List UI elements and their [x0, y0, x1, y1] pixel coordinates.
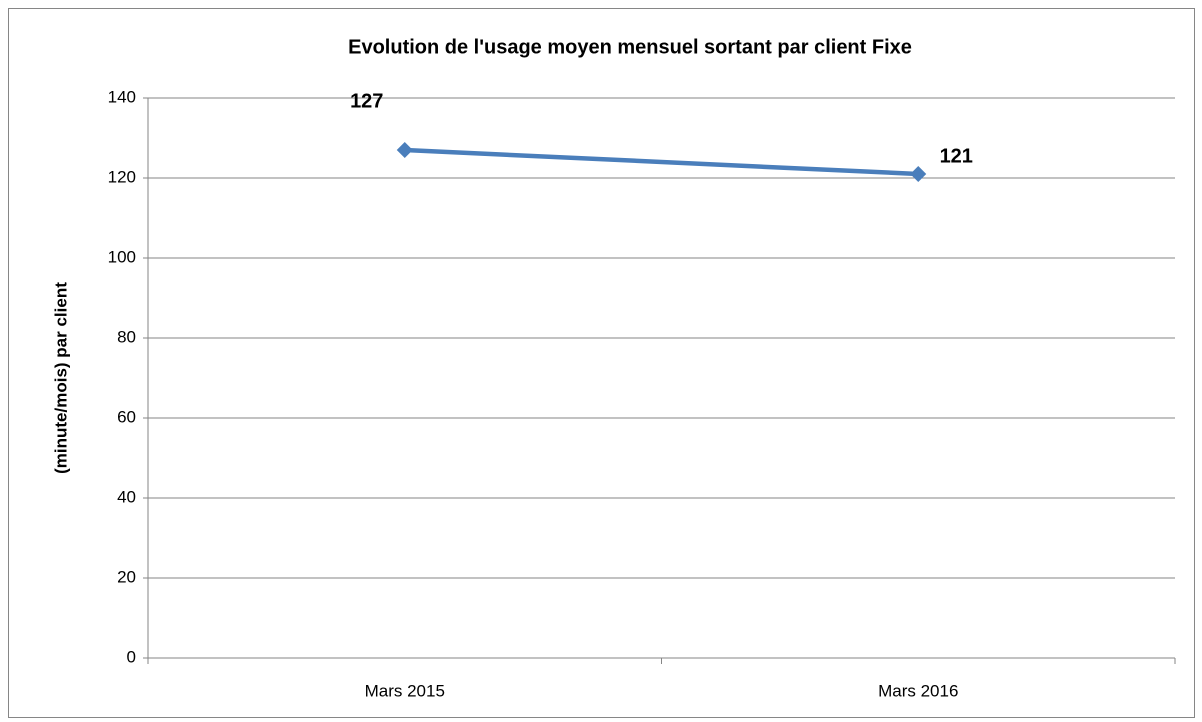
y-tick-label: 60	[117, 407, 136, 426]
y-tick-label: 80	[117, 327, 136, 346]
chart-title: Evolution de l'usage moyen mensuel sorta…	[348, 36, 912, 58]
y-tick-label: 120	[108, 167, 136, 186]
data-label: 127	[350, 90, 383, 112]
x-tick-label: Mars 2016	[878, 681, 958, 700]
y-tick-label: 0	[127, 647, 136, 666]
y-axis-label: (minute/mois) par client	[51, 282, 70, 474]
y-tick-label: 100	[108, 247, 136, 266]
line	[404, 147, 919, 177]
marker	[396, 142, 413, 158]
y-tick-label: 20	[117, 567, 136, 586]
marker	[910, 166, 927, 182]
x-tick-label: Mars 2015	[365, 681, 445, 700]
y-tick-label: 140	[108, 87, 136, 106]
data-label: 121	[940, 145, 973, 167]
chart-border	[8, 8, 1195, 718]
y-tick-label: 40	[117, 487, 136, 506]
